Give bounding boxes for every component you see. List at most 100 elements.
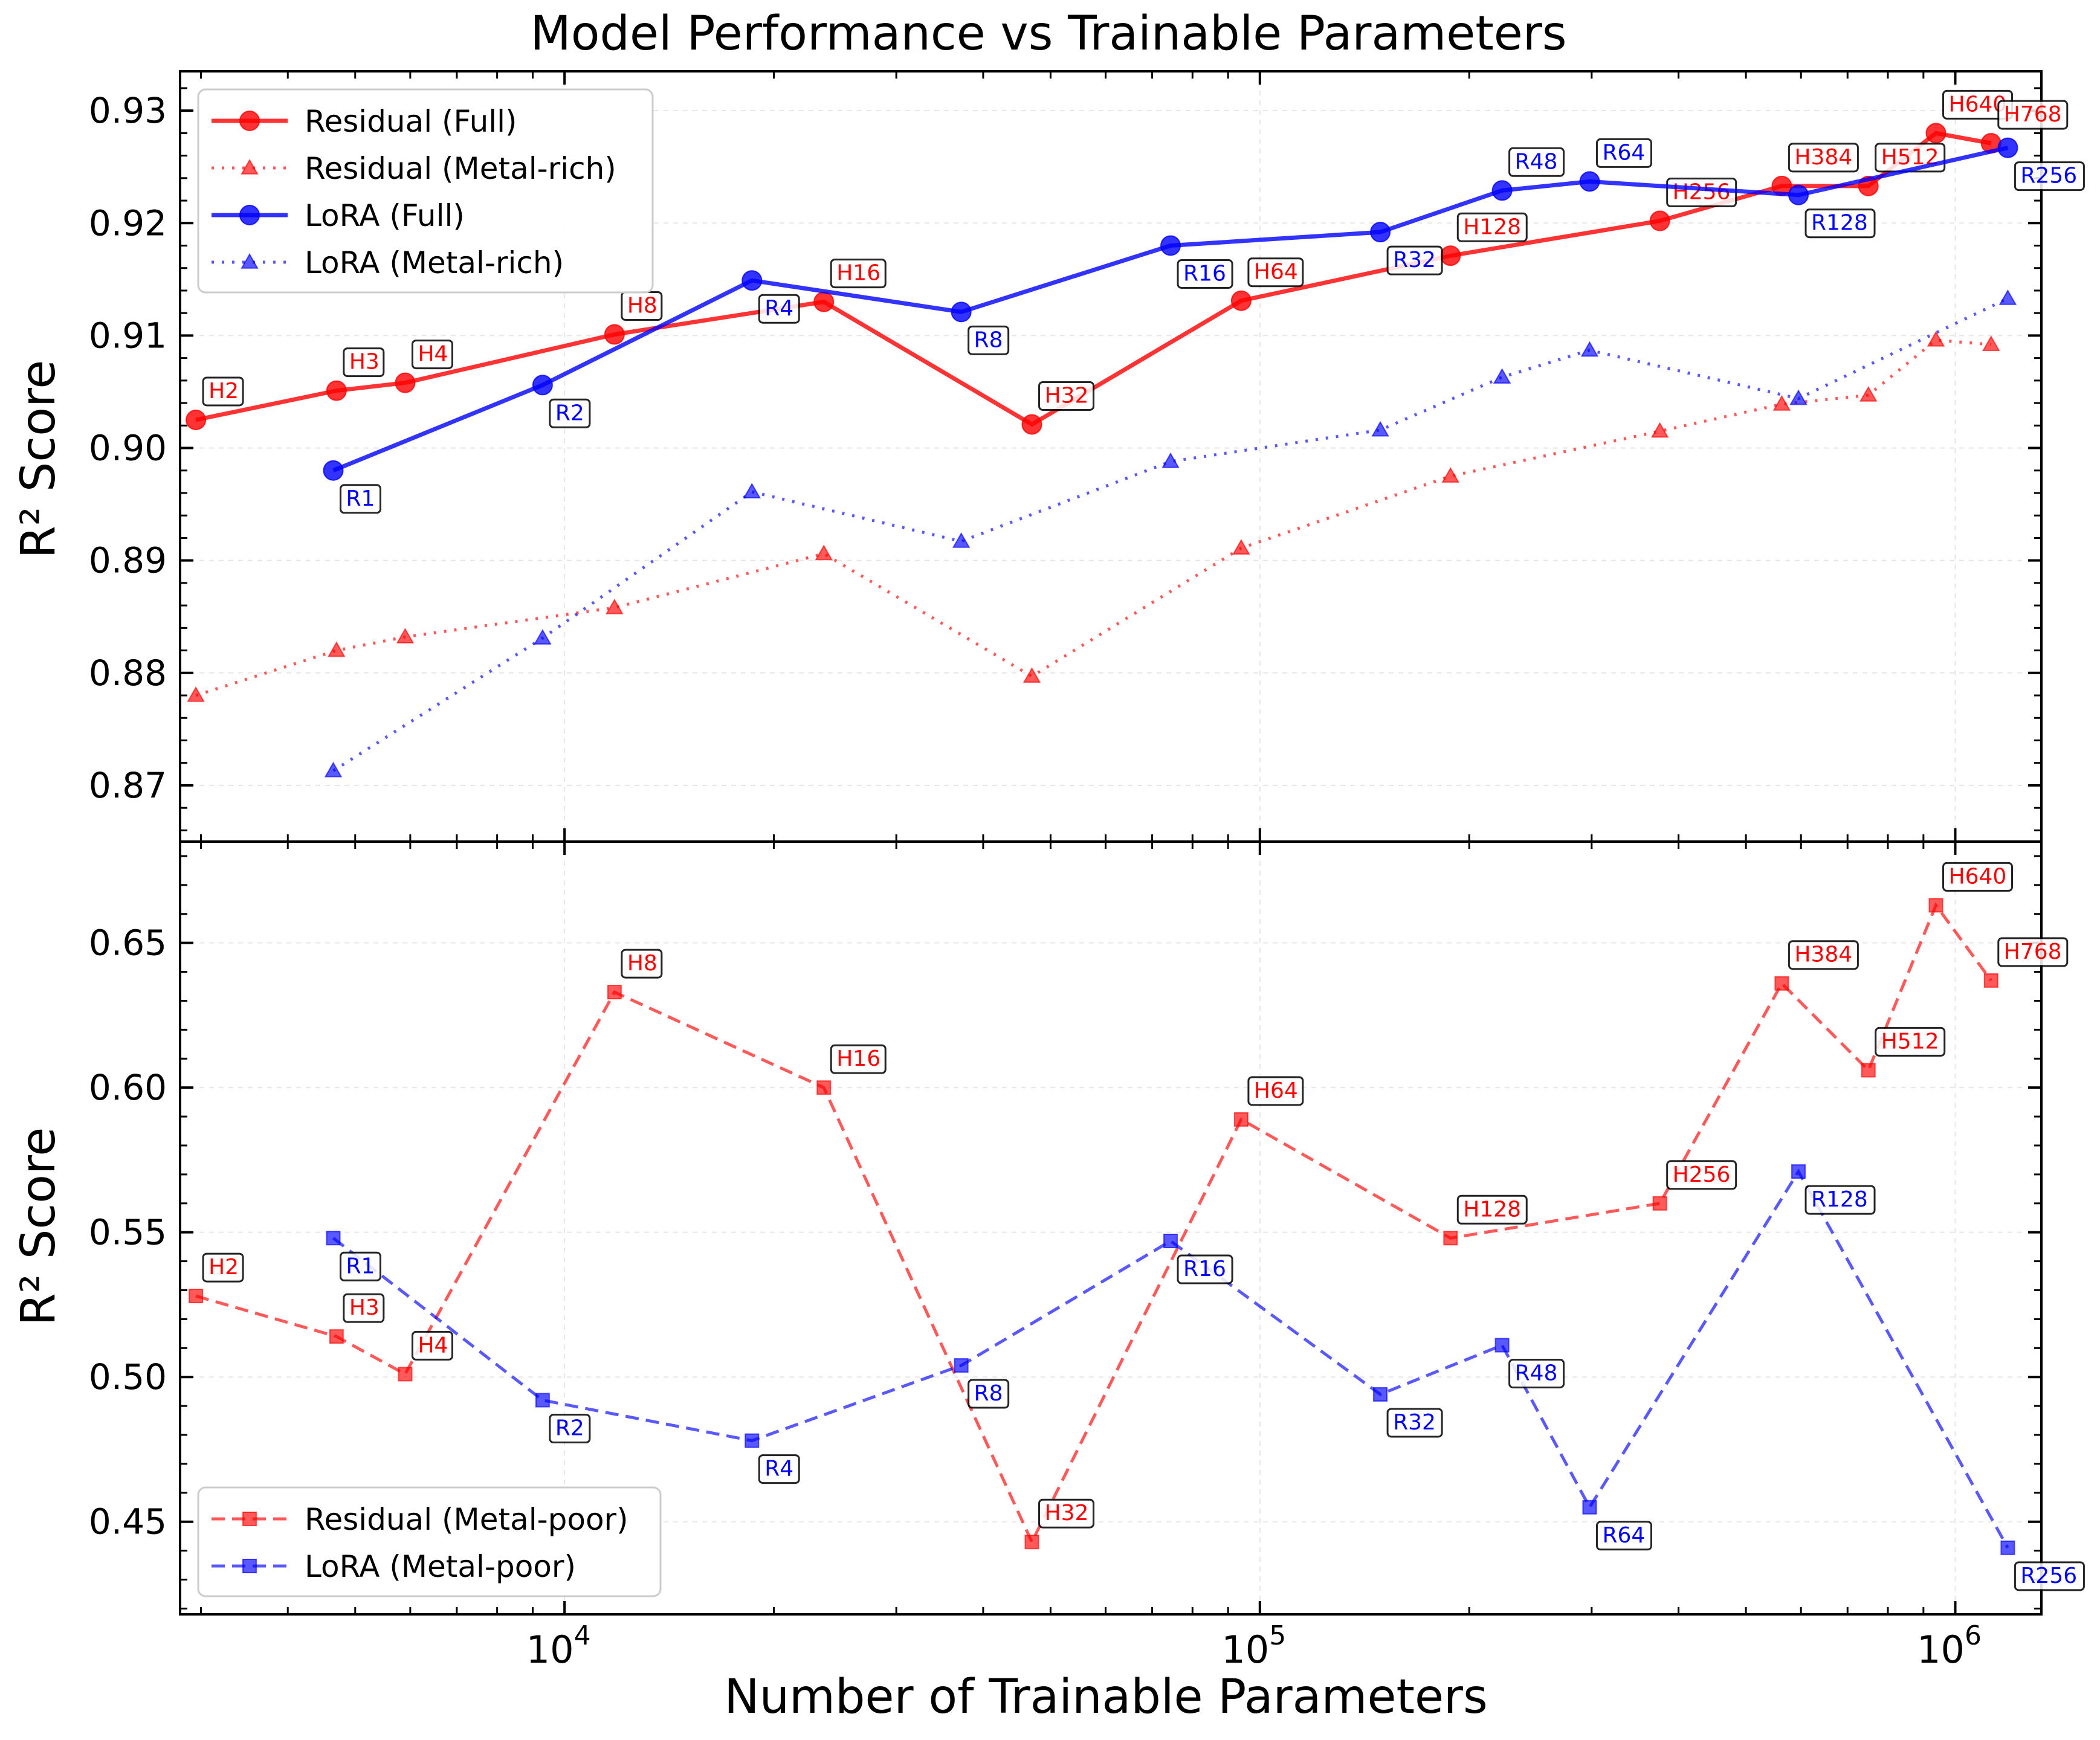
point-label-text: R8 (974, 327, 1003, 352)
point-label-box (339, 484, 381, 514)
data-point (326, 380, 347, 401)
point-label-text: R4 (764, 1457, 793, 1481)
point-label: H64 (1247, 257, 1304, 288)
data-point (186, 410, 207, 431)
point-label-box (621, 949, 663, 979)
point-label: H8 (621, 291, 663, 321)
point-label-text: R48 (1515, 149, 1558, 174)
point-label: H2 (202, 376, 244, 407)
point-label: H3 (343, 347, 385, 378)
point-label-box (1804, 208, 1876, 239)
point-label-text: H384 (1794, 145, 1852, 170)
chart-title: Model Performance vs Trainable Parameter… (530, 7, 1566, 61)
point-label-text: H768 (2004, 939, 2062, 964)
data-point (1441, 467, 1460, 483)
data-point (396, 628, 415, 643)
point-label: R32 (1386, 1408, 1443, 1438)
point-label: R8 (968, 1379, 1010, 1409)
legend: Residual (Full) Residual (Metal-rich) LoRA… (197, 88, 654, 294)
data-point (1494, 1338, 1510, 1353)
series-residual-metal-rich (187, 330, 2000, 702)
data-point (1789, 389, 1808, 405)
point-label-text: R2 (555, 1416, 584, 1441)
point-label-text: H256 (1673, 1162, 1731, 1187)
y-tick-label: 0.45 (89, 1501, 167, 1542)
point-label-box (968, 325, 1010, 355)
data-point (326, 1231, 341, 1246)
point-label-box (1177, 1254, 1233, 1284)
data-point (1493, 368, 1511, 384)
data-point (1582, 1500, 1597, 1515)
plot-frame (179, 840, 2043, 1616)
legend-label: Residual (Metal-poor) (305, 1502, 628, 1537)
series-residual-metal-poor: H2 H3 H4 H8 H16 H32 H64 H128 H256 H384 H512 H640 H76… (189, 862, 2069, 1550)
point-label-text: H512 (1881, 1029, 1939, 1054)
data-point (1650, 422, 1669, 438)
panel-bottom: 0.45 0.50 0.55 0.60 0.65 H2 H3 H4 H8 H16 H32 H64 H12… (89, 840, 2085, 1616)
legend-marker (239, 111, 260, 131)
point-label-box (549, 1414, 591, 1444)
legend-marker (241, 158, 259, 175)
point-label-text: H16 (836, 1046, 880, 1071)
point-label: R256 (2014, 161, 2085, 192)
y-tick-label: 0.50 (89, 1356, 167, 1397)
data-point (1230, 290, 1252, 311)
x-axis-label: Number of Trainable Parameters (724, 1670, 1487, 1724)
point-label: R1 (339, 1251, 381, 1281)
data-point (329, 1329, 344, 1344)
point-label-text: R48 (1515, 1361, 1558, 1386)
point-label-text: R256 (2020, 1564, 2077, 1588)
point-label-text: H3 (349, 1295, 380, 1320)
point-label-box (830, 1044, 887, 1074)
data-point (606, 598, 624, 614)
point-label-box (1247, 1076, 1304, 1106)
point-label: R48 (1508, 147, 1565, 177)
legend-entry: LoRA (Metal-poor) (212, 1549, 576, 1584)
point-label-text: H128 (1463, 1197, 1521, 1222)
data-point (1788, 184, 1809, 205)
data-point (323, 460, 344, 481)
legend-marker (239, 205, 260, 225)
point-label: R16 (1177, 259, 1233, 289)
point-label-box (1997, 100, 2069, 130)
y-tick-label: 0.90 (89, 428, 167, 469)
data-point (187, 686, 205, 702)
point-label: H640 (1942, 89, 2014, 120)
legend-frame (197, 1486, 662, 1597)
point-label-text: H256 (1673, 180, 1731, 205)
point-label-box (202, 1252, 244, 1283)
panel-top: 0.87 0.88 0.89 0.90 0.91 0.92 0.93 H2 H3 H4 H8 H16 H… (89, 70, 2085, 843)
point-label-text: R4 (764, 296, 793, 321)
series-lora-full: R1 R2 R4 R8 R16 R32 R48 R64 R128 R256 (323, 137, 2085, 514)
point-label: H8 (621, 949, 663, 979)
legend-entry: Residual (Metal-poor) (212, 1502, 628, 1537)
point-label-box (758, 1454, 800, 1484)
point-label-box (1038, 381, 1095, 411)
data-point (189, 1289, 204, 1304)
point-label: R48 (1508, 1359, 1565, 1389)
y-tick-label: 0.92 (89, 202, 167, 243)
point-label-box (968, 1379, 1010, 1409)
data-point (1997, 137, 2018, 158)
data-point (1579, 171, 1600, 192)
data-point (2000, 1540, 2015, 1555)
point-label-text: R32 (1393, 248, 1436, 272)
point-label-text: R128 (1811, 1187, 1868, 1212)
series-line (195, 902, 1992, 1546)
point-label: R4 (758, 1454, 800, 1484)
point-label-box (202, 376, 244, 407)
point-label: R4 (758, 294, 800, 324)
point-label-text: H64 (1254, 260, 1298, 285)
data-point (745, 1433, 760, 1448)
data-point (324, 761, 343, 778)
data-point (1927, 330, 1945, 347)
point-label-text: R32 (1393, 1410, 1436, 1435)
data-point (532, 375, 553, 396)
data-point (604, 324, 625, 345)
point-label-box (1456, 1194, 1528, 1225)
y-tick-label: 0.93 (89, 90, 167, 131)
point-label-text: R64 (1602, 1523, 1645, 1548)
data-point (534, 629, 552, 645)
point-label-text: H32 (1045, 1501, 1089, 1526)
